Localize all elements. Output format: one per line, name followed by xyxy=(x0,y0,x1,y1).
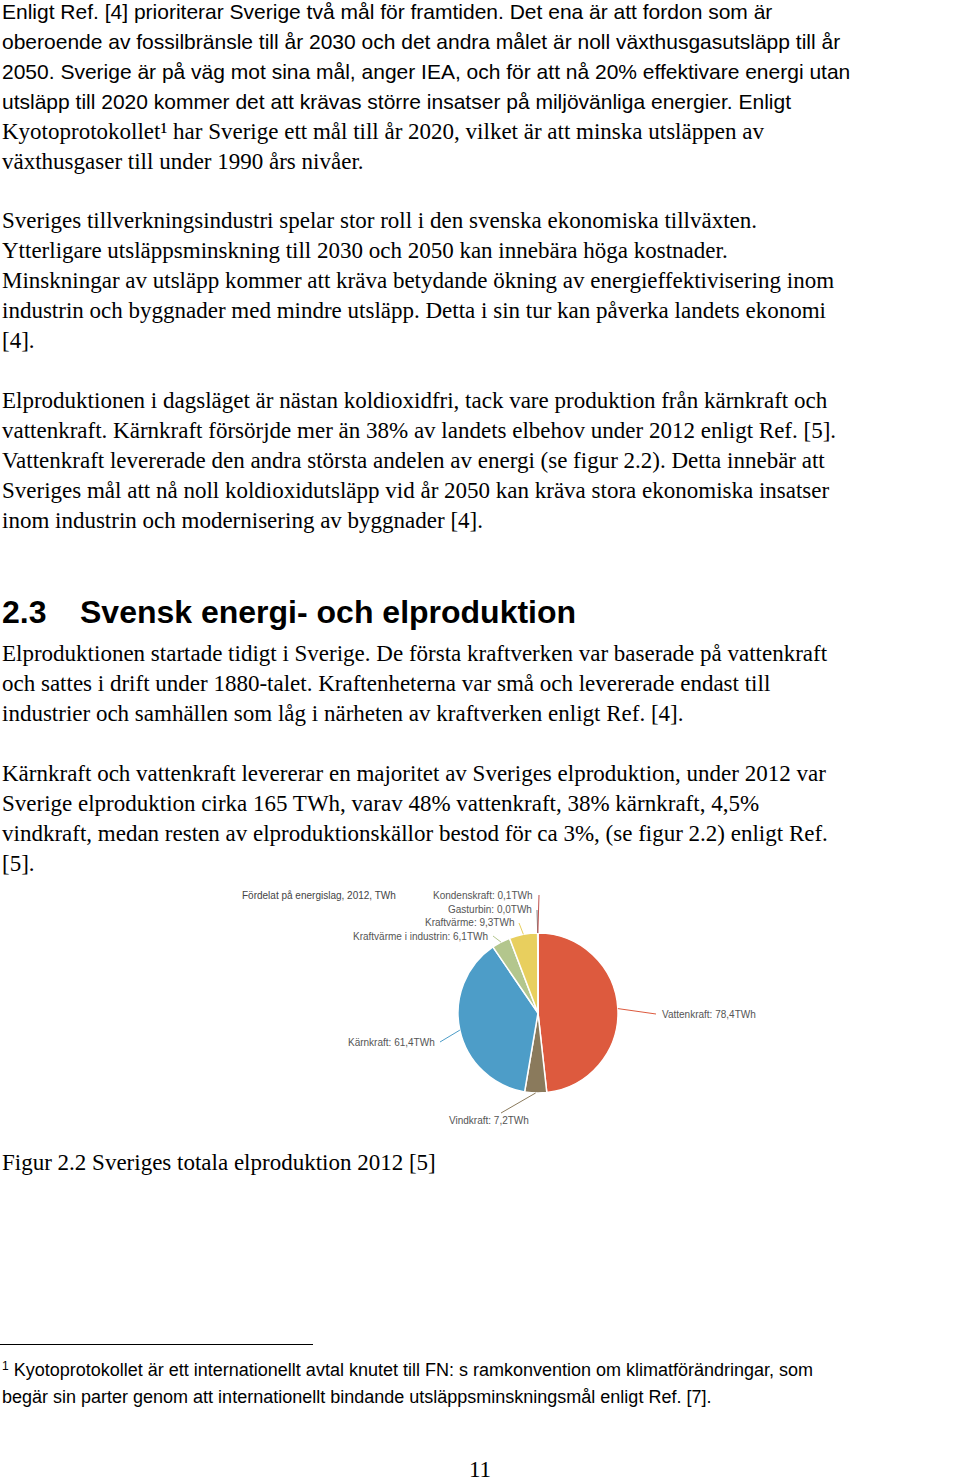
svg-text:Vattenkraft: 78,4TWh: Vattenkraft: 78,4TWh xyxy=(662,1009,756,1020)
html-text:Ytterligare utsläppsminskning: Ytterligare utsläppsminskning till 2030 … xyxy=(2,238,728,263)
html-text:1 Kyotoprotokollet är ett inte: 1 Kyotoprotokollet är ett internationell… xyxy=(2,1359,814,1380)
html-text:industrin och byggnader med mi: industrin och byggnader med mindre utslä… xyxy=(2,298,826,323)
html-text:Sverige elproduktion cirka 165: Sverige elproduktion cirka 165 TWh, vara… xyxy=(2,791,760,816)
svg-text:Vindkraft: 7,2TWh: Vindkraft: 7,2TWh xyxy=(449,1115,529,1126)
html-text:Figur 2.2 Sveriges totala elpr: Figur 2.2 Sveriges totala elproduktion 2… xyxy=(2,1150,436,1175)
html-text:oberoende av fossilbränsle til: oberoende av fossilbränsle till år 2030 … xyxy=(2,30,841,53)
html-text:Vattenkraft levererade den and: Vattenkraft levererade den andra största… xyxy=(2,448,825,473)
html-text:begär sin parter genom att int: begär sin parter genom att internationel… xyxy=(2,1387,712,1407)
svg-text:Gasturbin: 0,0TWh: Gasturbin: 0,0TWh xyxy=(448,904,532,915)
html-text:och sattes i drift under 1880-: och sattes i drift under 1880-talet. Kra… xyxy=(2,671,771,696)
html-text:Elproduktionen startade tidigt: Elproduktionen startade tidigt i Sverige… xyxy=(2,641,828,666)
html-text:vattenkraft. Kärnkraft försörj: vattenkraft. Kärnkraft försörjde mer än … xyxy=(2,418,837,443)
html-text:utsläpp till 2020 kommer det a: utsläpp till 2020 kommer det att krävas … xyxy=(2,90,792,113)
html-text:[4].: [4]. xyxy=(2,328,35,353)
html-text:industrier och samhällen som l: industrier och samhällen som låg i närhe… xyxy=(2,701,684,726)
html-text:Elproduktionen i dagsläget är: Elproduktionen i dagsläget är nästan kol… xyxy=(2,388,828,413)
html-text:Sveriges mål att nå noll koldi: Sveriges mål att nå noll koldioxidutsläp… xyxy=(2,478,830,503)
html-text:2050. Sverige är på väg mot si: 2050. Sverige är på väg mot sina mål, an… xyxy=(2,60,851,83)
html-text:växthusgaser till under 1990 å: växthusgaser till under 1990 års nivåer. xyxy=(2,149,364,174)
svg-text:Kraftvärme: 9,3TWh: Kraftvärme: 9,3TWh xyxy=(425,917,514,928)
html-text:Sveriges tillverkningsindustri: Sveriges tillverkningsindustri spelar st… xyxy=(2,208,757,233)
html-text:Enligt Ref. [4] prioriterar Sv: Enligt Ref. [4] prioriterar Sverige två … xyxy=(2,0,773,23)
svg-text:Kraftvärme i industrin: 6,1TWh: Kraftvärme i industrin: 6,1TWh xyxy=(353,931,488,942)
html-text:[5].: [5]. xyxy=(2,851,35,876)
html-text:2.3: 2.3 xyxy=(2,594,47,630)
html-text:inom industrin och moderniseri: inom industrin och modernisering av bygg… xyxy=(2,508,483,533)
html-text:Kärnkraft och vattenkraft leve: Kärnkraft och vattenkraft levererar en m… xyxy=(2,761,826,786)
html-text:Svensk energi- och elproduktio: Svensk energi- och elproduktion xyxy=(80,594,577,630)
html-text:Minskningar av utsläpp kommer: Minskningar av utsläpp kommer att kräva … xyxy=(2,268,835,293)
html-text:vindkraft, medan resten av elp: vindkraft, medan resten av elproduktions… xyxy=(2,821,828,846)
svg-text:Kärnkraft: 61,4TWh: Kärnkraft: 61,4TWh xyxy=(348,1037,435,1048)
svg-text:Fördelat på energislag, 2012,: Fördelat på energislag, 2012, TWh xyxy=(242,890,396,901)
svg-text:Kondenskraft: 0,1TWh: Kondenskraft: 0,1TWh xyxy=(433,890,533,901)
html-text:11: 11 xyxy=(468,1457,492,1482)
html-text:Kyotoprotokollet¹ har Sverige: Kyotoprotokollet¹ har Sverige ett mål ti… xyxy=(2,119,764,144)
